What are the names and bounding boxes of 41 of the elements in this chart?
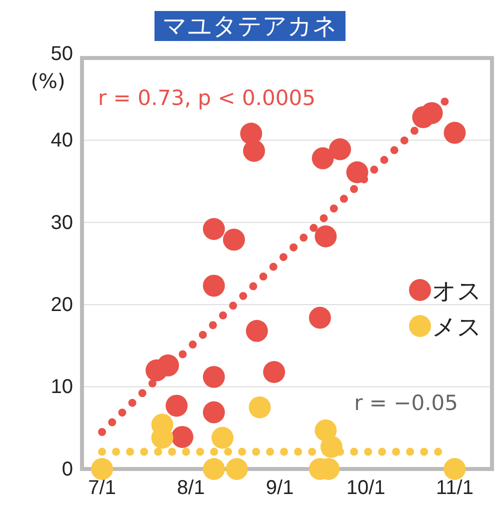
point [211,426,234,449]
point [444,122,466,144]
x-tick-label: 10/1 [346,477,386,500]
point [202,218,225,240]
point [222,228,245,251]
chart-title: マユタテアカネ [162,12,338,40]
point [263,361,286,383]
point [312,147,334,170]
point [202,274,225,297]
y-tick-label: 20 [50,294,73,316]
y-tick-label: 30 [50,212,73,234]
y-tick-label: 10 [50,376,73,398]
annotation: r = −0.05 [354,391,458,415]
point [226,458,248,480]
x-tick-label: 9/1 [266,477,294,500]
point [329,138,352,160]
point [308,306,331,329]
y-axis-title: (%) [30,69,66,93]
annotation: r = 0.73, p < 0.0005 [98,86,316,110]
point [444,458,466,480]
point [320,436,342,458]
x-tick-label: 11/1 [436,477,474,500]
legend-label: メス [432,313,482,341]
y-tick-label: 0 [62,458,73,480]
y-tick-label: 40 [50,130,73,152]
point [246,320,268,342]
point [202,458,225,480]
point [202,366,225,388]
point [248,396,271,418]
point [314,225,337,248]
point [346,161,368,184]
point [146,359,168,382]
point [166,394,188,417]
y-tick-label: 50 [50,43,73,65]
point [202,401,225,424]
legend-label: オス [432,277,482,305]
point [243,140,266,162]
x-tick-label: 7/1 [88,477,116,500]
x-tick-label: 8/1 [177,477,205,500]
point [171,426,194,448]
point [91,458,114,480]
